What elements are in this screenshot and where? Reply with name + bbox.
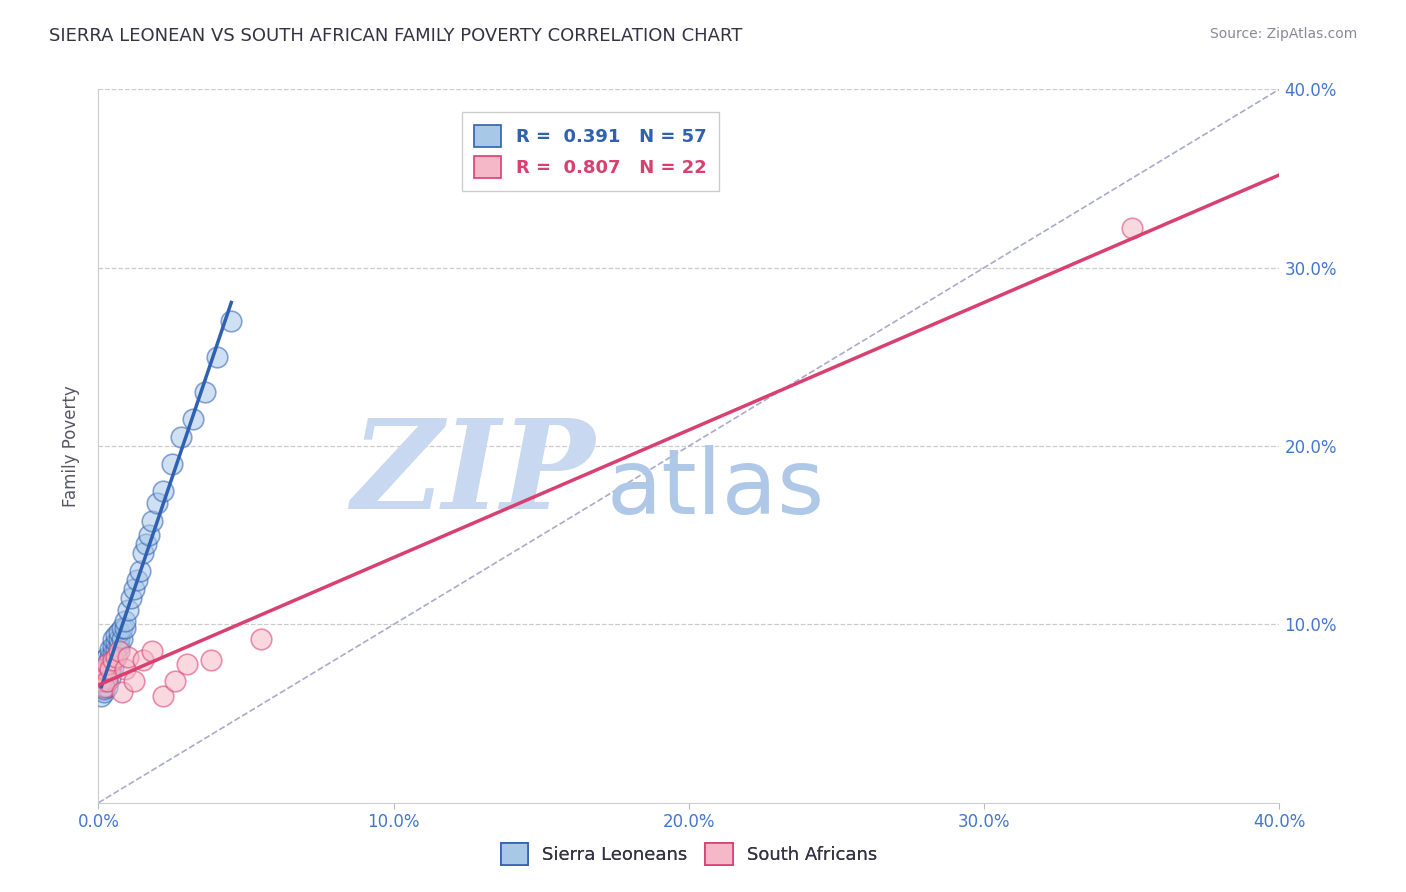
Point [96, 657, 118, 671]
Point [98, 662, 121, 676]
Point [128, 564, 150, 578]
Point [93, 674, 115, 689]
Point [105, 649, 128, 664]
Point [103, 653, 125, 667]
Point [98, 657, 121, 671]
Point [93, 664, 115, 678]
Point [108, 644, 131, 658]
Point [90, 674, 112, 689]
Point [90, 667, 112, 681]
Point [205, 350, 228, 364]
Point [200, 653, 222, 667]
Point [90, 674, 112, 689]
Point [90, 667, 112, 681]
Point [96, 680, 118, 694]
Point [98, 642, 121, 657]
Point [152, 483, 174, 498]
Point [96, 662, 118, 676]
Point [122, 674, 145, 689]
Point [141, 644, 163, 658]
Point [132, 546, 155, 560]
Point [165, 674, 187, 689]
Point [122, 582, 145, 596]
Point [194, 385, 217, 400]
Point [93, 680, 115, 694]
Point [117, 649, 139, 664]
Point [108, 639, 131, 653]
Point [1121, 221, 1143, 235]
Point [176, 657, 198, 671]
Point [90, 671, 112, 685]
Point [221, 314, 243, 328]
Point [152, 689, 174, 703]
Point [114, 662, 136, 676]
Point [111, 685, 134, 699]
Legend: Sierra Leoneans, South Africans: Sierra Leoneans, South Africans [494, 836, 884, 872]
Point [162, 457, 183, 471]
Point [111, 621, 134, 635]
Point [96, 667, 118, 681]
Point [103, 653, 125, 667]
Point [93, 653, 115, 667]
Point [93, 671, 115, 685]
Point [105, 635, 128, 649]
Point [90, 680, 112, 694]
Text: Source: ZipAtlas.com: Source: ZipAtlas.com [1209, 27, 1357, 41]
Point [117, 603, 139, 617]
Point [93, 660, 115, 674]
Point [105, 642, 128, 657]
Point [111, 632, 134, 646]
Point [98, 662, 121, 676]
Point [103, 646, 125, 660]
Y-axis label: Family Poverty: Family Poverty [62, 385, 80, 507]
Text: ZIP: ZIP [350, 414, 595, 535]
Point [138, 528, 160, 542]
Point [98, 671, 121, 685]
Point [93, 662, 115, 676]
Point [125, 573, 148, 587]
Point [93, 681, 115, 696]
Point [96, 649, 118, 664]
Point [141, 514, 163, 528]
Point [181, 412, 204, 426]
Point [108, 624, 131, 639]
Point [90, 689, 112, 703]
Point [103, 632, 125, 646]
Point [120, 591, 142, 605]
Point [114, 614, 136, 628]
Point [103, 660, 125, 674]
Point [93, 685, 115, 699]
Point [105, 649, 128, 664]
Point [250, 632, 273, 646]
Point [114, 621, 136, 635]
Point [98, 649, 121, 664]
Point [146, 496, 169, 510]
Point [135, 537, 157, 551]
Point [96, 657, 118, 671]
Text: atlas: atlas [606, 445, 824, 533]
Text: SIERRA LEONEAN VS SOUTH AFRICAN FAMILY POVERTY CORRELATION CHART: SIERRA LEONEAN VS SOUTH AFRICAN FAMILY P… [49, 27, 742, 45]
Point [103, 639, 125, 653]
Point [105, 628, 128, 642]
Point [108, 632, 131, 646]
Point [96, 674, 118, 689]
Point [170, 430, 193, 444]
Point [96, 674, 118, 689]
Point [132, 653, 155, 667]
Point [96, 671, 118, 685]
